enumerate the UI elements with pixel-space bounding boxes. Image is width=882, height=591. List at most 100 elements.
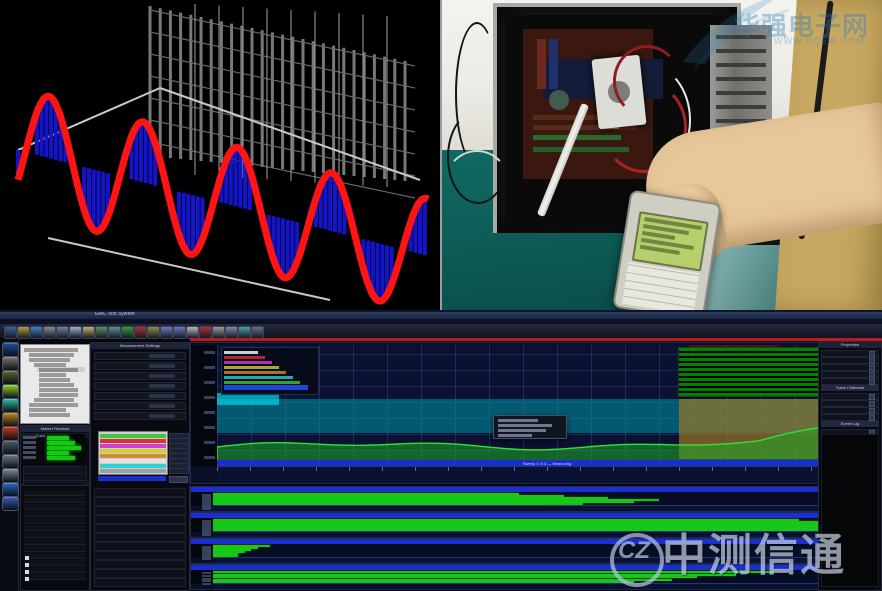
settings-extra-row[interactable] bbox=[94, 569, 186, 578]
property-row[interactable] bbox=[821, 371, 879, 378]
new-icon[interactable] bbox=[4, 326, 17, 339]
apply-button[interactable] bbox=[98, 476, 166, 481]
zoom-in-icon[interactable] bbox=[160, 326, 173, 339]
tree-node[interactable] bbox=[29, 358, 70, 362]
property-row[interactable] bbox=[821, 364, 879, 371]
tree-node[interactable] bbox=[29, 413, 70, 417]
legend-row[interactable] bbox=[224, 371, 286, 374]
legend-row[interactable] bbox=[224, 381, 300, 384]
instrument-rail[interactable] bbox=[0, 339, 19, 591]
property-toggle[interactable] bbox=[869, 408, 875, 414]
bar-panel-radiated[interactable]: Pass bbox=[190, 564, 880, 590]
detail-checkbox[interactable] bbox=[25, 577, 29, 581]
legend-row[interactable] bbox=[224, 361, 272, 364]
redo-icon[interactable] bbox=[108, 326, 121, 339]
chart-legend[interactable] bbox=[221, 347, 319, 395]
rail-item-mast[interactable] bbox=[2, 398, 19, 413]
rail-item-antenna[interactable] bbox=[2, 356, 19, 371]
rail-item-power-meter[interactable] bbox=[2, 426, 19, 441]
menubar[interactable] bbox=[0, 319, 882, 324]
legend-selected-row[interactable] bbox=[224, 385, 308, 390]
copy-icon[interactable] bbox=[69, 326, 82, 339]
setting-row[interactable] bbox=[94, 362, 186, 370]
legend-row[interactable] bbox=[224, 376, 293, 379]
setting-row[interactable] bbox=[94, 352, 186, 360]
run-icon[interactable] bbox=[121, 326, 134, 339]
tree-node[interactable] bbox=[29, 353, 74, 357]
property-row[interactable] bbox=[821, 378, 879, 385]
event-log-area[interactable] bbox=[821, 434, 879, 587]
setting-row[interactable] bbox=[94, 382, 186, 390]
cut-icon[interactable] bbox=[56, 326, 69, 339]
rail-item-signal-gen[interactable] bbox=[2, 412, 19, 427]
tree-node[interactable] bbox=[39, 368, 78, 372]
property-toggle[interactable] bbox=[869, 372, 875, 378]
palette-band[interactable] bbox=[100, 454, 166, 458]
rail-item-switch[interactable] bbox=[2, 440, 19, 455]
peak-list-table[interactable] bbox=[678, 347, 835, 397]
detail-checkbox[interactable] bbox=[25, 570, 29, 574]
zoom-out-icon[interactable] bbox=[173, 326, 186, 339]
palette-band[interactable] bbox=[100, 449, 166, 453]
settings-extra-row[interactable] bbox=[94, 524, 186, 533]
tree-node[interactable] bbox=[39, 393, 78, 397]
open-icon[interactable] bbox=[17, 326, 30, 339]
rail-item-scan[interactable] bbox=[2, 496, 19, 511]
setting-row[interactable] bbox=[94, 392, 186, 400]
property-row[interactable] bbox=[821, 407, 879, 414]
toolbar[interactable] bbox=[0, 324, 882, 339]
trace-color-palette[interactable] bbox=[98, 431, 168, 475]
palette-band[interactable] bbox=[100, 444, 166, 448]
legend-row[interactable] bbox=[224, 366, 279, 369]
detail-checkbox[interactable] bbox=[25, 556, 29, 560]
settings-extra-row[interactable] bbox=[94, 506, 186, 515]
settings-extra-row[interactable] bbox=[94, 560, 186, 569]
property-toggle[interactable] bbox=[869, 365, 875, 371]
setting-row[interactable] bbox=[94, 372, 186, 380]
settings-extra-row[interactable] bbox=[94, 551, 186, 560]
property-row[interactable] bbox=[821, 414, 879, 421]
bar-panel-harmonics[interactable]: Pass bbox=[190, 538, 880, 564]
property-row[interactable] bbox=[821, 350, 879, 357]
default-button[interactable] bbox=[169, 476, 188, 483]
rail-item-probe[interactable] bbox=[2, 482, 19, 497]
chart-plot-area[interactable] bbox=[217, 345, 877, 467]
test-sequence-tree[interactable] bbox=[20, 344, 90, 424]
property-row[interactable] bbox=[821, 400, 879, 407]
stop-icon[interactable] bbox=[134, 326, 147, 339]
settings-extra-row[interactable] bbox=[94, 515, 186, 524]
rail-item-receiver[interactable] bbox=[2, 342, 19, 357]
property-toggle[interactable] bbox=[869, 351, 875, 357]
property-toggle[interactable] bbox=[869, 394, 875, 400]
tree-node[interactable] bbox=[24, 348, 78, 352]
property-toggle[interactable] bbox=[869, 415, 875, 421]
paste-icon[interactable] bbox=[82, 326, 95, 339]
property-toggle[interactable] bbox=[869, 401, 875, 407]
spectrum-analyzer-chart[interactable]: Sweep 1 of 4 — Measuring bbox=[190, 342, 880, 484]
setting-row[interactable] bbox=[94, 402, 186, 410]
settings-extra-row[interactable] bbox=[94, 488, 186, 497]
palette-band[interactable] bbox=[100, 469, 166, 473]
settings-extra-row[interactable] bbox=[94, 497, 186, 506]
save-icon[interactable] bbox=[30, 326, 43, 339]
tree-node[interactable] bbox=[34, 363, 66, 367]
palette-band[interactable] bbox=[100, 459, 166, 463]
property-row[interactable] bbox=[821, 357, 879, 364]
tree-node[interactable] bbox=[34, 398, 74, 402]
settings-extra-row[interactable] bbox=[94, 542, 186, 551]
tree-node[interactable] bbox=[39, 388, 78, 392]
undo-icon[interactable] bbox=[95, 326, 108, 339]
settings-extra-row[interactable] bbox=[94, 533, 186, 542]
rail-item-turntable[interactable] bbox=[2, 384, 19, 399]
palette-band[interactable] bbox=[100, 464, 166, 468]
tree-node[interactable] bbox=[39, 383, 74, 387]
rail-item-amplifier[interactable] bbox=[2, 370, 19, 385]
legend-row[interactable] bbox=[224, 356, 265, 359]
property-toggle[interactable] bbox=[869, 358, 875, 364]
tree-node[interactable] bbox=[29, 403, 78, 407]
palette-band[interactable] bbox=[100, 439, 166, 443]
property-toggle[interactable] bbox=[869, 379, 875, 385]
pause-icon[interactable] bbox=[147, 326, 160, 339]
palette-band[interactable] bbox=[100, 434, 166, 438]
